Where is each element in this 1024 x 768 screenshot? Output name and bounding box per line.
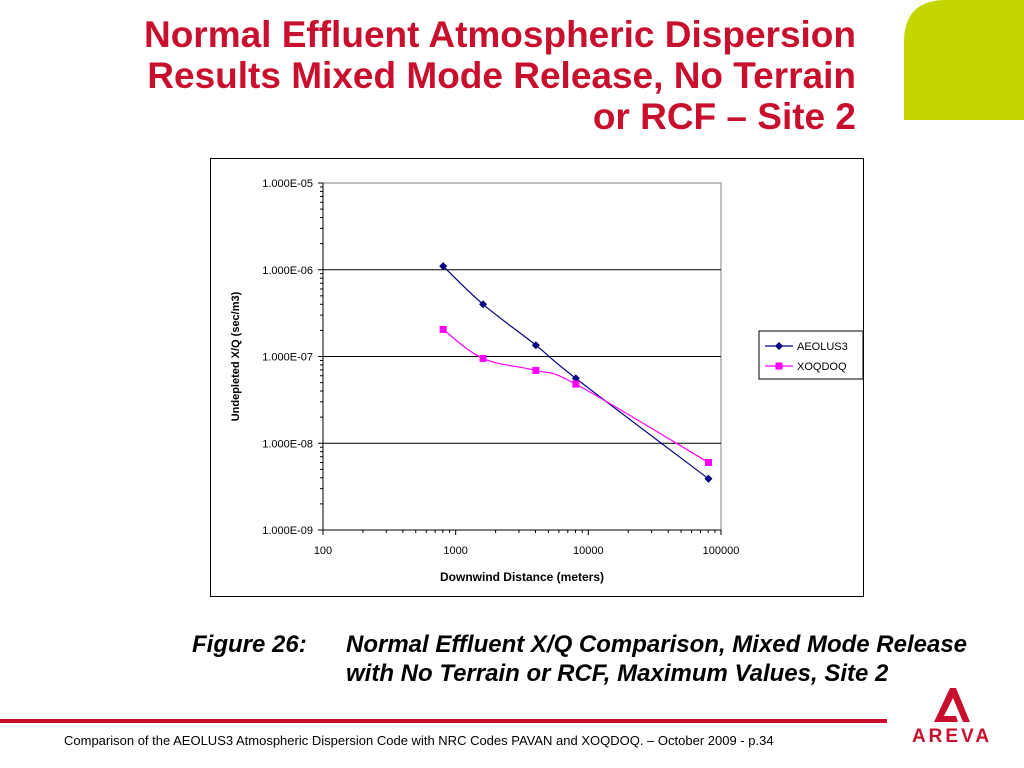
legend-marker-xoqdoq bbox=[775, 362, 783, 370]
data-point-aeolus3 bbox=[571, 374, 580, 383]
legend-label-xoqdoq: XOQDOQ bbox=[797, 361, 847, 373]
y-tick-label: 1.000E-06 bbox=[262, 265, 313, 277]
data-point-aeolus3 bbox=[704, 474, 713, 483]
x-axis-title: Downwind Distance (meters) bbox=[440, 570, 604, 584]
y-tick-label: 1.000E-09 bbox=[262, 525, 313, 537]
data-point-xoqdoq bbox=[704, 458, 712, 466]
slide-title: Normal Effluent Atmospheric Dispersion R… bbox=[20, 14, 856, 137]
series-line-xoqdoq bbox=[442, 328, 709, 464]
data-point-aeolus3 bbox=[439, 262, 448, 271]
areva-logo: AREVA bbox=[900, 686, 1004, 750]
data-point-xoqdoq bbox=[532, 366, 540, 374]
caption-text: Normal Effluent X/Q Comparison, Mixed Mo… bbox=[346, 631, 968, 687]
title-line: or RCF – Site 2 bbox=[592, 96, 856, 137]
footer-rule bbox=[0, 719, 887, 723]
legend-label-aeolus3: AEOLUS3 bbox=[797, 341, 848, 353]
x-tick-label: 100000 bbox=[703, 545, 740, 557]
data-point-aeolus3 bbox=[479, 300, 488, 309]
chart-frame: 1.000E-09 1.000E-08 1.000E-07 1.000E-06 1.00… bbox=[210, 158, 864, 597]
y-axis-title: Undepleted X/Q (sec/m3) bbox=[230, 291, 242, 421]
caption-label: Figure 26: bbox=[192, 631, 307, 658]
y-tick-label: 1.000E-08 bbox=[262, 438, 313, 450]
areva-a-icon bbox=[934, 688, 970, 722]
x-tick-label: 10000 bbox=[573, 545, 604, 557]
data-point-xoqdoq bbox=[479, 354, 487, 362]
title-line: Normal Effluent Atmospheric Dispersion bbox=[143, 14, 856, 55]
dispersion-chart: 1.000E-09 1.000E-08 1.000E-07 1.000E-06 1.00… bbox=[230, 178, 864, 584]
y-tick-label: 1.000E-05 bbox=[262, 178, 313, 190]
data-point-xoqdoq bbox=[572, 380, 580, 388]
data-point-xoqdoq bbox=[439, 325, 447, 333]
x-tick-label: 1000 bbox=[443, 545, 467, 557]
accent-corner-shape bbox=[904, 0, 1024, 120]
data-point-aeolus3 bbox=[531, 341, 540, 350]
legend-marker-aeolus3 bbox=[775, 342, 783, 350]
legend-box bbox=[758, 330, 864, 380]
x-tick-label: 100 bbox=[314, 545, 332, 557]
series-line-aeolus3 bbox=[442, 265, 709, 480]
title-line: Results Mixed Mode Release, No Terrain bbox=[147, 55, 856, 96]
y-tick-label: 1.000E-07 bbox=[262, 352, 313, 364]
logo-text: AREVA bbox=[911, 726, 993, 747]
footer-text: Comparison of the AEOLUS3 Atmospheric Di… bbox=[64, 733, 774, 748]
